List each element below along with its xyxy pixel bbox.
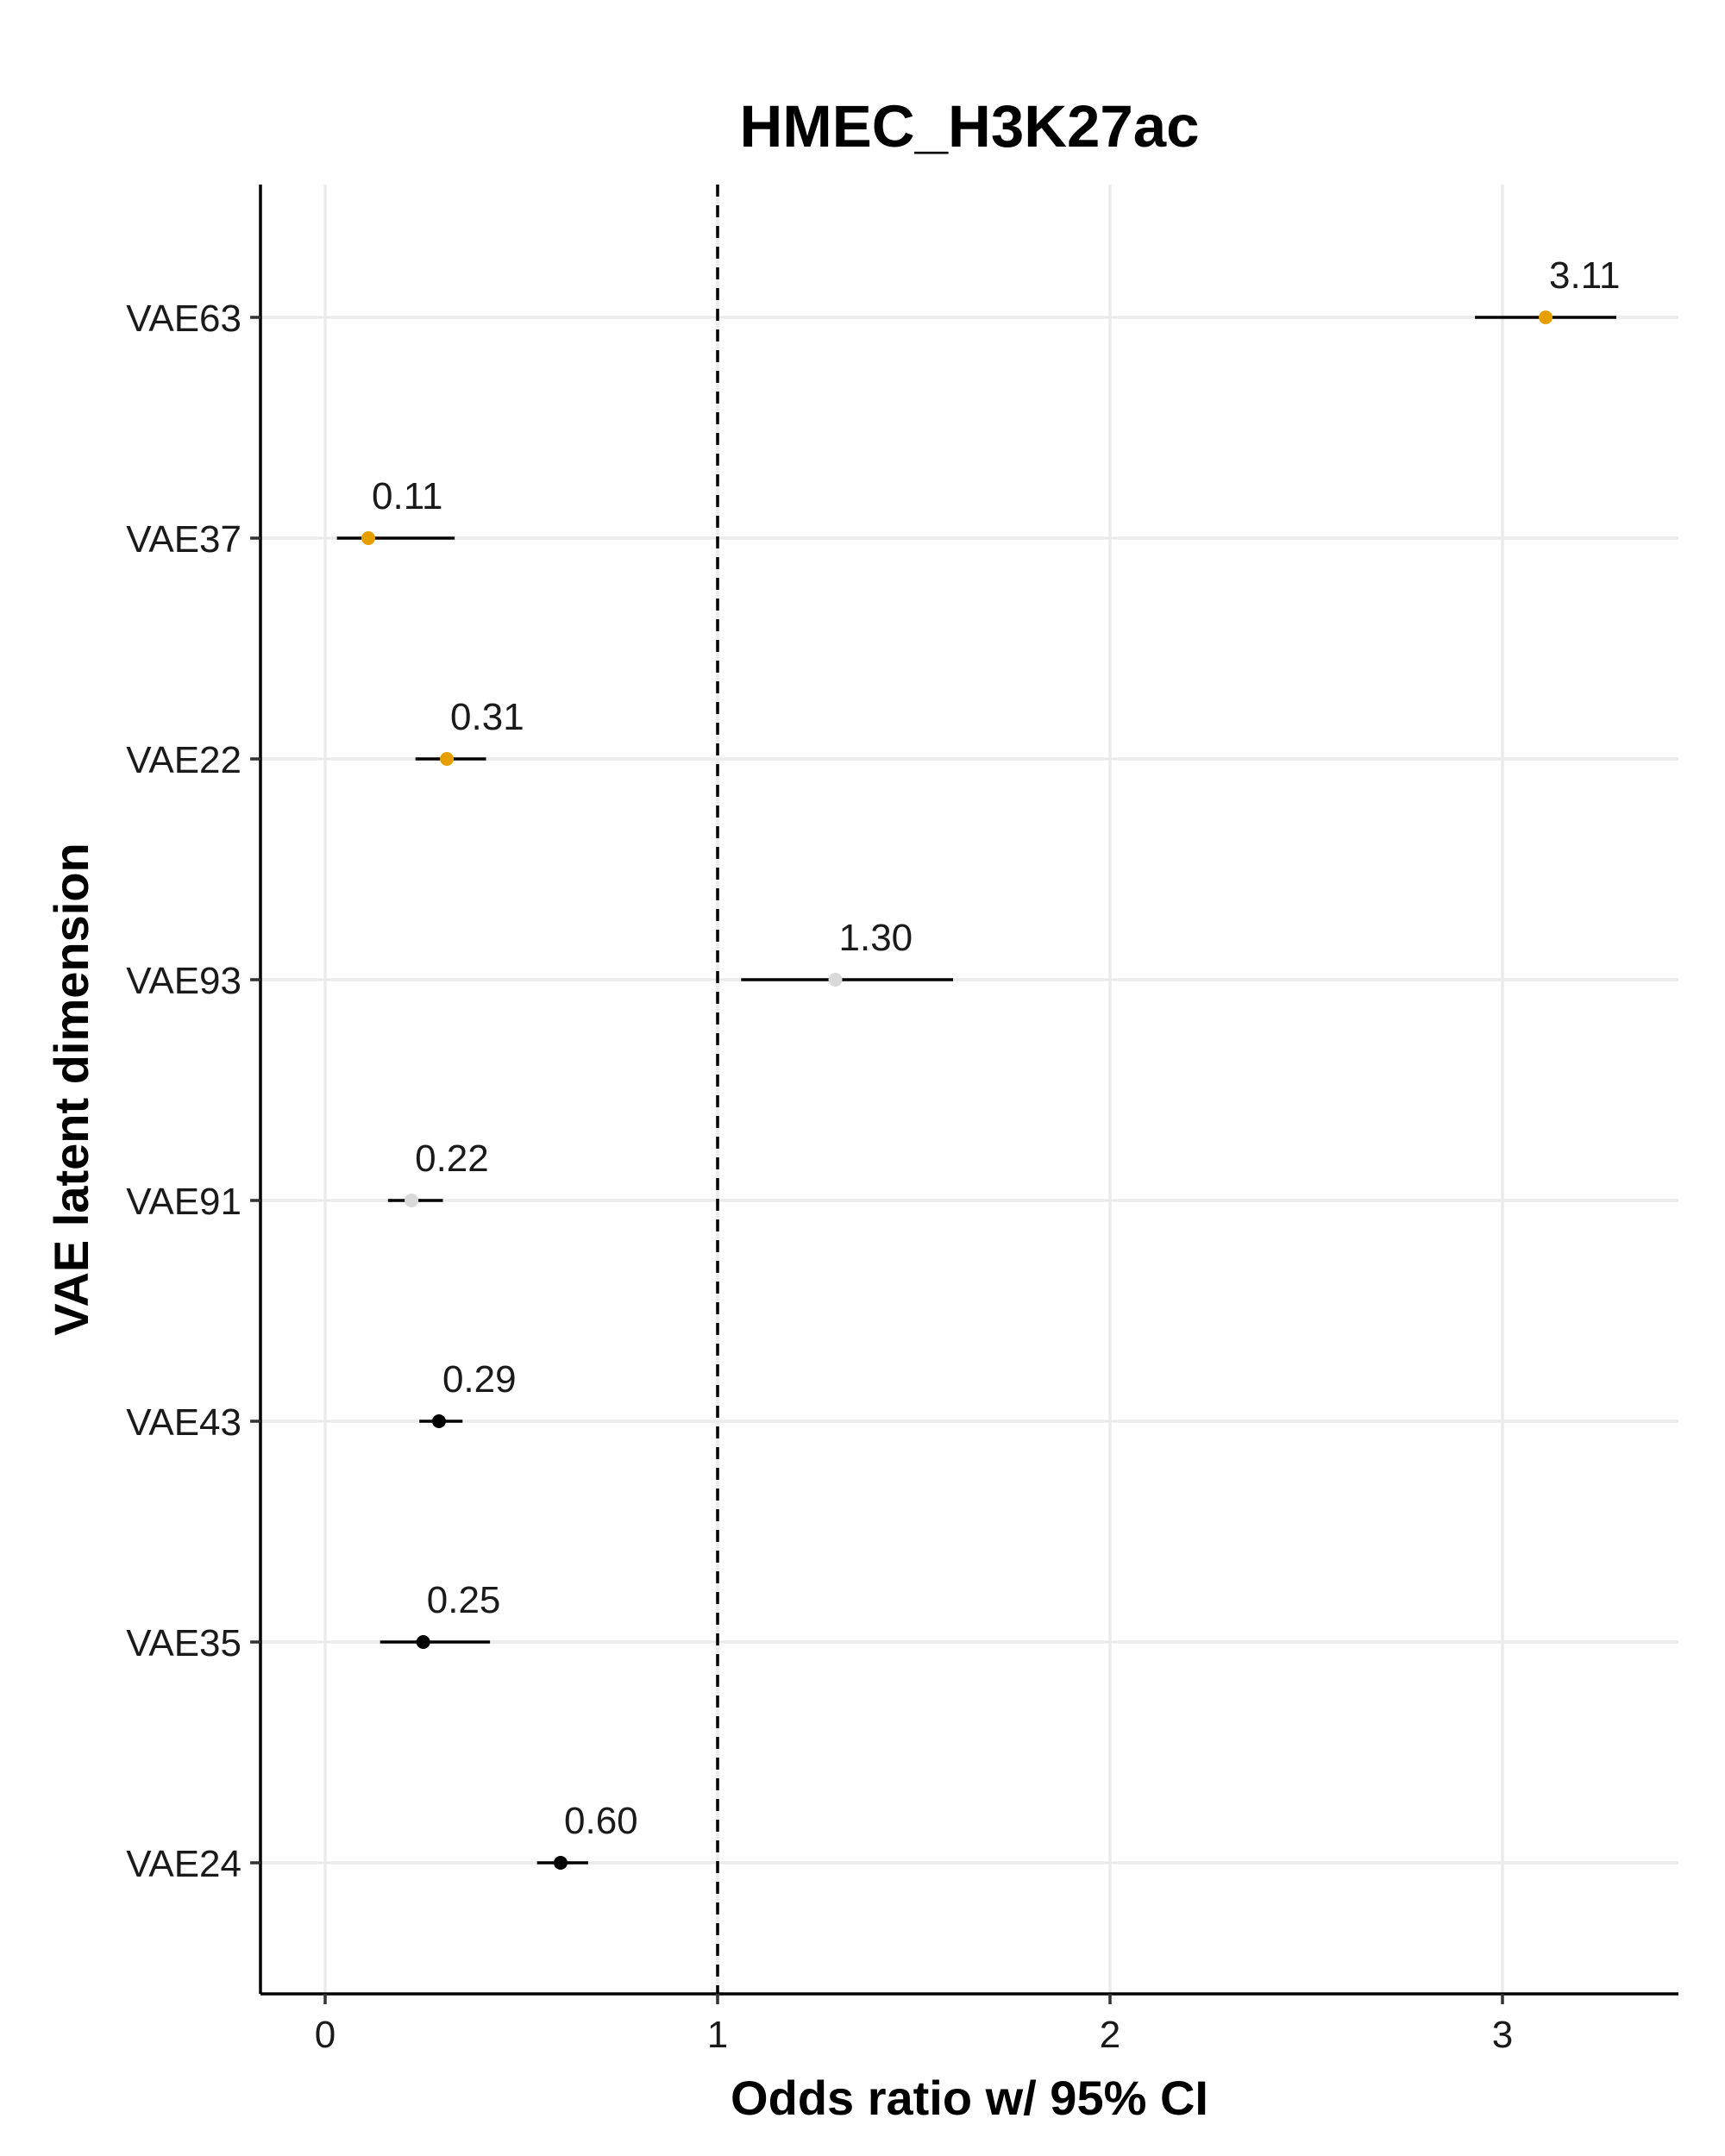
estimate-label: 0.31 — [450, 696, 524, 738]
estimate-label: 0.22 — [415, 1138, 489, 1180]
y-tick-label: VAE43 — [126, 1401, 242, 1444]
estimate-point — [416, 1635, 430, 1649]
x-tick-label: 0 — [315, 2014, 336, 2056]
estimate-point — [440, 752, 455, 766]
estimate-label: 0.60 — [564, 1800, 638, 1842]
y-tick-label: VAE93 — [126, 960, 242, 1002]
axes-layer — [259, 185, 1678, 1996]
estimate-label: 0.25 — [427, 1579, 501, 1621]
estimate-point — [361, 531, 376, 545]
ticks-layer: 0 1 2 3 VAE63 VAE37 VAE22 VAE93 VAE91 VAE43 VAE35 V… — [126, 298, 1513, 2056]
y-tick-label: VAE63 — [126, 298, 242, 340]
x-tick-label: 1 — [707, 2014, 728, 2056]
estimate-label: 0.11 — [372, 475, 442, 517]
y-tick-label: VAE91 — [126, 1181, 242, 1223]
y-axis-title: VAE latent dimension — [44, 843, 98, 1335]
estimate-point — [431, 1414, 446, 1428]
estimate-label: 0.29 — [442, 1358, 517, 1401]
estimate-label: 1.30 — [839, 917, 913, 959]
estimate-point — [828, 973, 843, 987]
marks-layer: 3.11 0.11 0.31 1.30 0.22 0.29 0.25 0.60 — [336, 254, 1620, 1870]
estimate-point — [1539, 310, 1553, 324]
y-tick-label: VAE35 — [126, 1622, 242, 1664]
y-tick-label: VAE24 — [126, 1843, 242, 1885]
estimate-label: 3.11 — [1549, 254, 1620, 297]
estimate-point — [405, 1194, 419, 1207]
grid-layer — [260, 185, 1678, 1994]
x-tick-label: 2 — [1100, 2014, 1120, 2056]
x-axis-title: Odds ratio w/ 95% CI — [731, 2071, 1208, 2125]
x-tick-label: 3 — [1492, 2014, 1513, 2056]
y-tick-label: VAE37 — [126, 518, 242, 561]
y-tick-label: VAE22 — [126, 739, 242, 781]
chart-title: HMEC_H3K27ac — [739, 93, 1199, 160]
estimate-point — [554, 1856, 568, 1870]
